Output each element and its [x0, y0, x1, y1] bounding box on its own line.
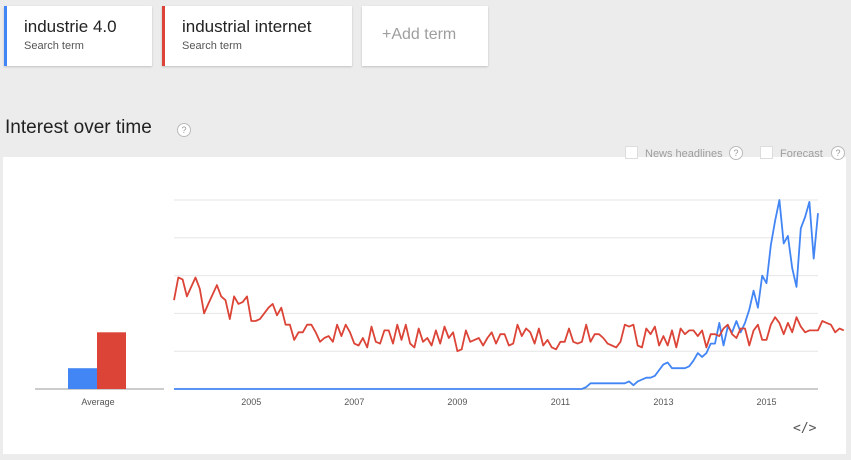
x-tick-label: 2005: [241, 397, 261, 407]
forecast-label: Forecast: [780, 148, 823, 160]
help-icon[interactable]: ?: [831, 146, 845, 160]
help-icon[interactable]: ?: [177, 123, 191, 137]
average-label: Average: [81, 397, 114, 407]
add-term-label-wrap: +Add term: [382, 26, 456, 44]
forecast-option[interactable]: Forecast: [760, 146, 823, 160]
add-term-button[interactable]: +Add term: [362, 6, 488, 66]
news-headlines-label: News headlines: [645, 148, 723, 160]
embed-code-icon[interactable]: </>: [793, 421, 817, 436]
x-tick-label: 2013: [653, 397, 673, 407]
x-tick-label: 2015: [756, 397, 776, 407]
add-term-label: Add term: [391, 26, 457, 43]
plus-icon: +: [382, 26, 392, 43]
average-bar: [97, 332, 126, 389]
x-tick-label: 2007: [344, 397, 364, 407]
term-color-bar: [162, 6, 165, 66]
section-title: Interest over time: [5, 117, 152, 138]
forecast-checkbox[interactable]: [760, 146, 773, 159]
news-headlines-checkbox[interactable]: [625, 146, 638, 159]
help-icon[interactable]: ?: [729, 146, 743, 160]
x-tick-label: 2009: [447, 397, 467, 407]
series-line: [174, 199, 819, 390]
series-line: [173, 276, 845, 353]
search-term-card-industrie[interactable]: industrie 4.0 Search term: [4, 6, 152, 66]
x-tick-label: 2011: [551, 397, 570, 407]
search-term-card-industrial-internet[interactable]: industrial internet Search term: [162, 6, 352, 66]
term-name: industrie 4.0: [24, 17, 117, 36]
average-bar: [68, 368, 97, 389]
term-name: industrial internet: [182, 17, 312, 36]
term-subtitle: Search term: [24, 40, 84, 52]
term-color-bar: [4, 6, 7, 66]
term-subtitle: Search term: [182, 40, 242, 52]
chart-panel: [3, 157, 846, 454]
news-headlines-option[interactable]: News headlines: [625, 146, 723, 160]
